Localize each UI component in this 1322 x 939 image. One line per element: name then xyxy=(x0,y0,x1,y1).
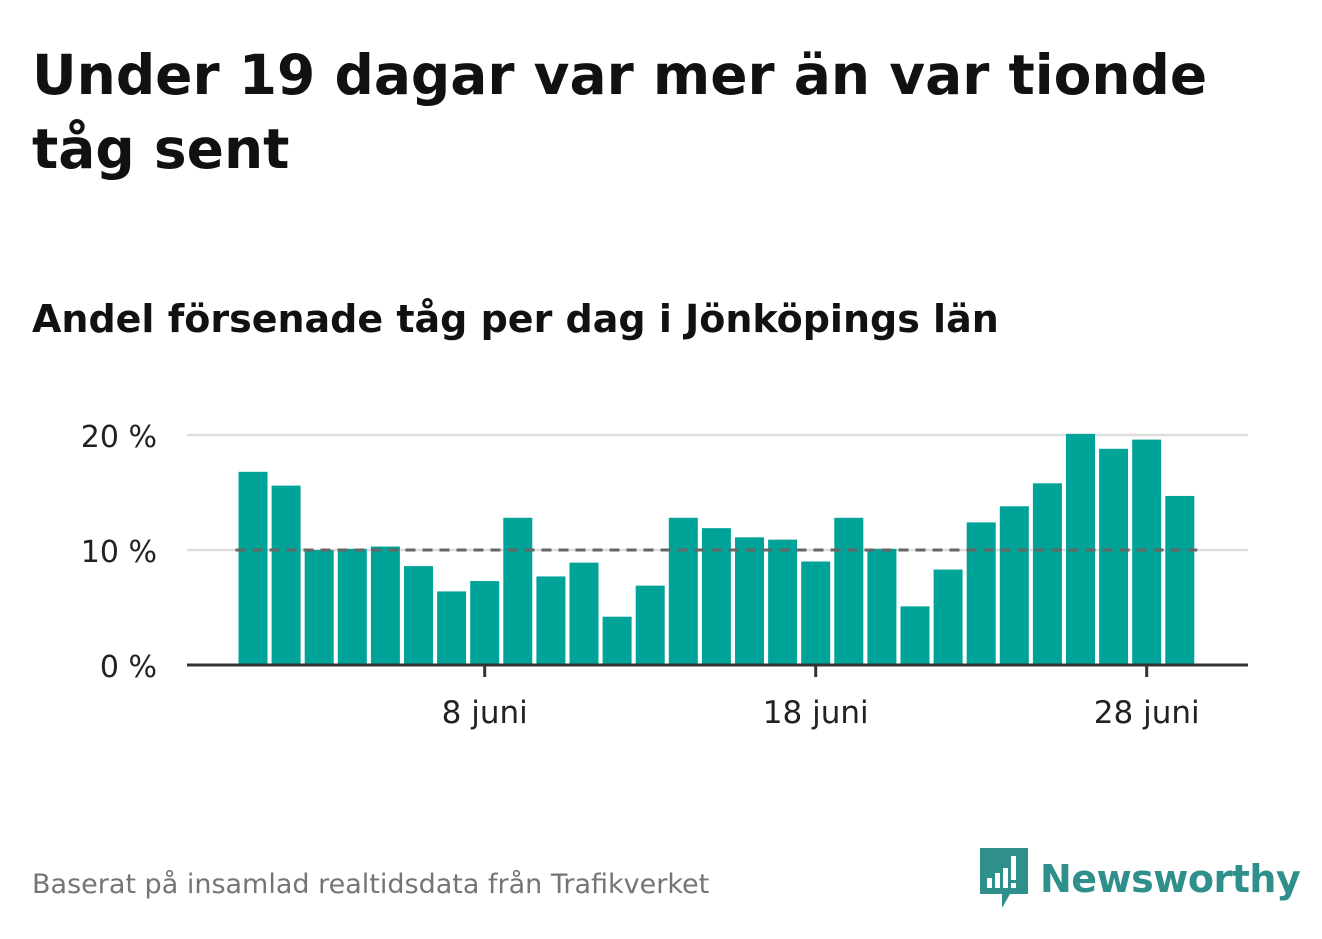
newsworthy-logo: Newsworthy xyxy=(980,848,1301,910)
bar xyxy=(900,606,930,665)
bar xyxy=(536,576,566,665)
bar xyxy=(602,616,632,665)
bar xyxy=(801,561,831,665)
source-footer: Baserat på insamlad realtidsdata från Tr… xyxy=(32,869,710,900)
bar xyxy=(635,585,665,665)
bar xyxy=(966,522,996,665)
bar xyxy=(735,537,764,665)
bar xyxy=(569,562,599,665)
bar xyxy=(1165,495,1195,665)
bar xyxy=(437,591,467,665)
bar xyxy=(337,548,367,665)
bar xyxy=(304,550,334,665)
bar xyxy=(1132,439,1162,665)
bar xyxy=(1032,483,1062,665)
y-tick-label: 0 % xyxy=(100,650,157,685)
y-tick-label: 10 % xyxy=(81,535,157,570)
x-tick-label: 28 juni xyxy=(1094,695,1200,731)
bar xyxy=(834,517,864,665)
bar xyxy=(933,569,963,665)
chart-subtitle: Andel försenade tåg per dag i Jönköpings… xyxy=(32,297,999,341)
newsworthy-bars-icon xyxy=(980,848,1028,908)
bars xyxy=(238,433,1195,665)
y-tick-label: 20 % xyxy=(81,420,157,455)
bar xyxy=(370,546,400,665)
bar xyxy=(668,517,698,665)
logo-text: Newsworthy xyxy=(1040,857,1301,901)
x-tick-label: 18 juni xyxy=(763,695,869,731)
bar xyxy=(999,506,1029,665)
bar xyxy=(404,566,433,665)
bar xyxy=(271,485,301,665)
axes: 0 % 10 % 20 % 8 juni 18 juni 28 juni xyxy=(81,420,1248,731)
chart-title: Under 19 dagar var mer än var tionde tåg… xyxy=(32,43,1208,181)
bar xyxy=(238,471,268,665)
bar-chart: 0 % 10 % 20 % 8 juni 18 juni 28 juni xyxy=(81,420,1248,731)
x-tick-label: 8 juni xyxy=(442,695,528,731)
bar xyxy=(1099,448,1129,665)
bar xyxy=(768,539,798,665)
bar xyxy=(503,517,533,665)
bar xyxy=(867,548,897,665)
bar xyxy=(470,581,500,665)
